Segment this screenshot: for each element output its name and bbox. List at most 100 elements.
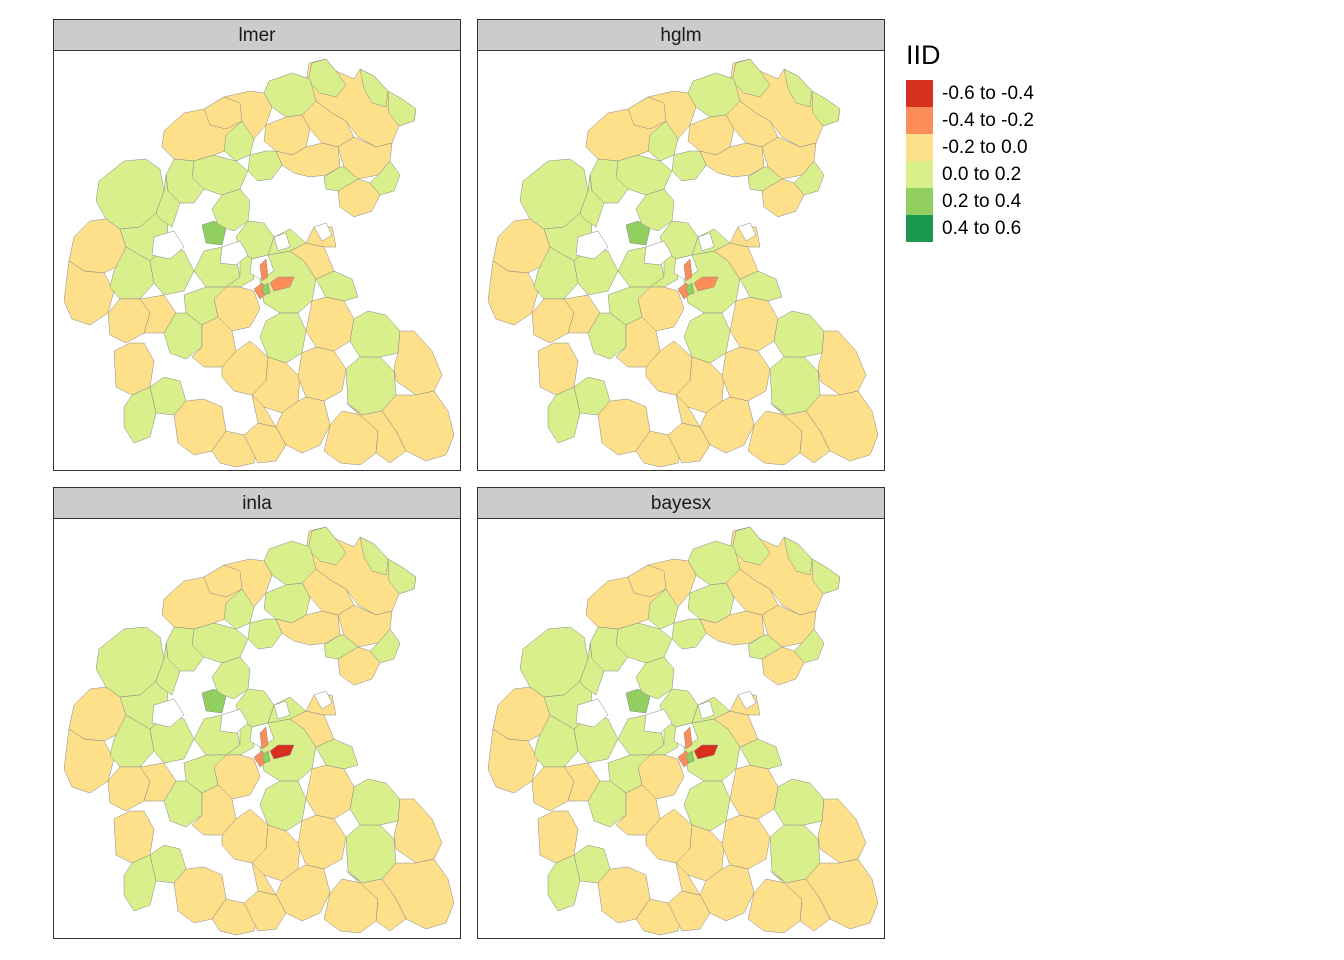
- map-region: [297, 346, 347, 402]
- map-gap: [273, 700, 291, 720]
- map-region-highlight: [693, 744, 719, 760]
- map-region: [107, 766, 151, 812]
- map-region-highlight: [683, 726, 693, 750]
- map-region: [123, 386, 157, 444]
- map-region: [251, 394, 277, 428]
- panel-title: inla: [53, 487, 461, 519]
- map-region: [247, 150, 283, 182]
- legend-swatch: [906, 80, 933, 107]
- map-region: [729, 296, 779, 352]
- map-region: [155, 642, 181, 696]
- map-region: [683, 780, 731, 832]
- map-gap: [643, 708, 673, 734]
- map-region: [297, 814, 347, 870]
- map-region-highlight: [683, 258, 693, 282]
- legend-item: 0.4 to 0.6: [906, 215, 1126, 242]
- map-region: [349, 310, 401, 358]
- map-region: [761, 178, 805, 218]
- map-region: [345, 870, 407, 932]
- choropleth-map: [487, 58, 879, 468]
- map-region: [337, 178, 381, 218]
- map-region: [761, 646, 805, 686]
- map-gap: [313, 690, 333, 710]
- map-region: [783, 536, 813, 576]
- map-region-highlight: [269, 276, 295, 292]
- map-region: [531, 766, 575, 812]
- map-region: [671, 618, 707, 650]
- map-region: [251, 862, 277, 896]
- map-region: [155, 174, 181, 228]
- map-region: [305, 296, 355, 352]
- map-region: [721, 346, 771, 402]
- map-gap: [273, 232, 291, 252]
- legend-item: -0.2 to 0.0: [906, 134, 1126, 161]
- map-region: [671, 150, 707, 182]
- map-region: [345, 402, 407, 464]
- map-region: [531, 298, 575, 344]
- map-region: [113, 810, 155, 864]
- legend-swatch: [906, 215, 933, 242]
- map-region: [259, 312, 307, 364]
- legend-item: 0.0 to 0.2: [906, 161, 1126, 188]
- map-region: [729, 764, 779, 820]
- legend-label: 0.0 to 0.2: [942, 163, 1022, 185]
- panel-inla: inla: [53, 487, 461, 939]
- map-region: [349, 778, 401, 826]
- legend-swatch: [906, 161, 933, 188]
- map-region-highlight: [261, 750, 271, 764]
- map-gap: [643, 240, 673, 266]
- map-region: [393, 330, 443, 396]
- panel-title: lmer: [53, 19, 461, 51]
- map-region: [393, 798, 443, 864]
- map-region: [747, 166, 783, 192]
- legend-title: IID: [906, 40, 941, 70]
- map-region: [547, 854, 581, 912]
- legend-label: -0.4 to -0.2: [942, 109, 1034, 131]
- map-region: [773, 310, 825, 358]
- legend: IID -0.6 to -0.4 -0.4 to -0.2 -0.2 to 0.…: [906, 38, 1126, 242]
- map-region-highlight: [625, 688, 651, 714]
- legend-swatch: [906, 134, 933, 161]
- map-region: [547, 386, 581, 444]
- map-region: [721, 814, 771, 870]
- map-region: [107, 298, 151, 344]
- map-region: [773, 778, 825, 826]
- map-gap: [219, 240, 249, 266]
- map-gap: [575, 230, 609, 260]
- map-region: [537, 810, 579, 864]
- map-region: [675, 394, 701, 428]
- panel-hglm: hglm: [477, 19, 885, 471]
- map-region: [783, 68, 813, 108]
- legend-label: -0.2 to 0.0: [942, 136, 1028, 158]
- choropleth-map: [63, 526, 455, 936]
- map-region-highlight: [201, 220, 227, 246]
- map-gap: [737, 690, 757, 710]
- map-area: [477, 51, 885, 471]
- legend-item: -0.4 to -0.2: [906, 107, 1126, 134]
- map-region: [811, 558, 841, 595]
- map-region: [359, 536, 389, 576]
- map-region: [747, 634, 783, 660]
- map-region: [113, 342, 155, 396]
- map-region: [635, 656, 675, 700]
- map-region: [387, 558, 417, 595]
- map-region-highlight: [201, 688, 227, 714]
- map-region: [359, 68, 389, 108]
- map-gap: [151, 698, 185, 728]
- choropleth-map: [487, 526, 879, 936]
- legend-label: 0.2 to 0.4: [942, 190, 1022, 212]
- panel-lmer: lmer: [53, 19, 461, 471]
- map-region-highlight: [685, 750, 695, 764]
- map-region: [579, 174, 605, 228]
- map-region: [337, 646, 381, 686]
- map-area: [53, 51, 461, 471]
- map-gap: [697, 232, 715, 252]
- map-region: [387, 90, 417, 127]
- map-region: [579, 642, 605, 696]
- map-region-highlight: [693, 276, 719, 292]
- legend-item: 0.2 to 0.4: [906, 188, 1126, 215]
- legend-swatch: [906, 107, 933, 134]
- map-region: [769, 870, 831, 932]
- legend-swatch: [906, 188, 933, 215]
- map-region-highlight: [269, 744, 295, 760]
